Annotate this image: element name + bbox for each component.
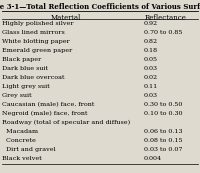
Text: Emerald green paper: Emerald green paper <box>2 48 73 53</box>
Text: 0.02: 0.02 <box>144 75 158 80</box>
Text: Light grey suit: Light grey suit <box>2 84 50 89</box>
Text: 0.03: 0.03 <box>144 93 158 98</box>
Text: 0.30 to 0.50: 0.30 to 0.50 <box>144 102 182 107</box>
Text: Macadam: Macadam <box>2 129 39 134</box>
Text: Highly polished silver: Highly polished silver <box>2 21 74 26</box>
Text: Dirt and gravel: Dirt and gravel <box>2 147 56 152</box>
Text: 0.92: 0.92 <box>144 21 158 26</box>
Text: 0.08 to 0.15: 0.08 to 0.15 <box>144 138 182 143</box>
Text: Negroid (male) face, front: Negroid (male) face, front <box>2 111 88 116</box>
Text: 0.70 to 0.85: 0.70 to 0.85 <box>144 30 182 35</box>
Text: Caucasian (male) face, front: Caucasian (male) face, front <box>2 102 95 107</box>
Text: 0.05: 0.05 <box>144 57 158 62</box>
Text: 0.18: 0.18 <box>144 48 158 53</box>
Text: Dark blue suit: Dark blue suit <box>2 66 48 71</box>
Text: 0.004: 0.004 <box>144 156 162 161</box>
Text: Roadway (total of specular and diffuse): Roadway (total of specular and diffuse) <box>2 120 131 125</box>
Text: 0.06 to 0.13: 0.06 to 0.13 <box>144 129 182 134</box>
Text: Glass lined mirrors: Glass lined mirrors <box>2 30 65 35</box>
Text: Material: Material <box>51 14 81 22</box>
Text: Grey suit: Grey suit <box>2 93 32 98</box>
Text: 0.10 to 0.30: 0.10 to 0.30 <box>144 111 182 116</box>
Text: 0.03: 0.03 <box>144 66 158 71</box>
Text: Concrete: Concrete <box>2 138 36 143</box>
Text: Reflectance: Reflectance <box>145 14 187 22</box>
Text: White blotting paper: White blotting paper <box>2 39 70 44</box>
Text: 0.11: 0.11 <box>144 84 158 89</box>
Text: Table 3-1—Total Reflection Coefficients of Various Surfaces: Table 3-1—Total Reflection Coefficients … <box>0 3 200 11</box>
Text: Black velvet: Black velvet <box>2 156 42 161</box>
Text: 0.82: 0.82 <box>144 39 158 44</box>
Text: Dark blue overcoat: Dark blue overcoat <box>2 75 65 80</box>
Text: 0.03 to 0.07: 0.03 to 0.07 <box>144 147 182 152</box>
Text: Black paper: Black paper <box>2 57 42 62</box>
